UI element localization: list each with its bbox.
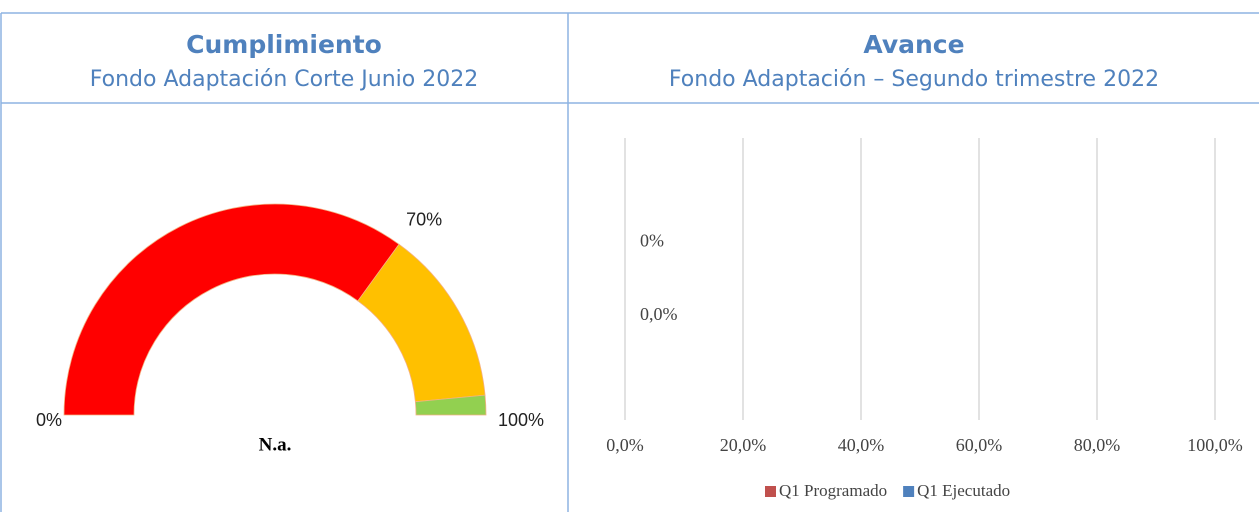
value-label: 0% (640, 230, 664, 250)
legend-swatch (903, 486, 915, 497)
panel-subtitle: Fondo Adaptación – Segundo trimestre 202… (669, 67, 1159, 92)
gauge-segment (414, 394, 487, 416)
x-tick-label: 100,0% (1187, 435, 1243, 455)
x-tick-label: 0,0% (606, 435, 644, 455)
gauge-tick-label: 0% (36, 410, 62, 430)
x-tick-label: 60,0% (956, 435, 1003, 455)
legend-label: Q1 Programado (779, 481, 887, 500)
value-label: 0,0% (640, 304, 678, 324)
legend-swatch (765, 486, 776, 497)
x-tick-label: 20,0% (720, 435, 767, 455)
gauge-tick-label: 100% (498, 410, 544, 430)
gauge-segment (63, 203, 400, 416)
frame (0, 12, 1259, 512)
x-tick-label: 80,0% (1074, 435, 1121, 455)
panel-title: Avance (863, 30, 964, 59)
legend-label: Q1 Ejecutado (917, 481, 1010, 500)
gauge-tick-label: 70% (406, 209, 442, 229)
x-tick-label: 40,0% (838, 435, 885, 455)
panel-subtitle: Fondo Adaptación Corte Junio 2022 (90, 67, 478, 92)
gauge-value: N.a. (259, 434, 292, 455)
panel-title: Cumplimiento (186, 30, 382, 59)
